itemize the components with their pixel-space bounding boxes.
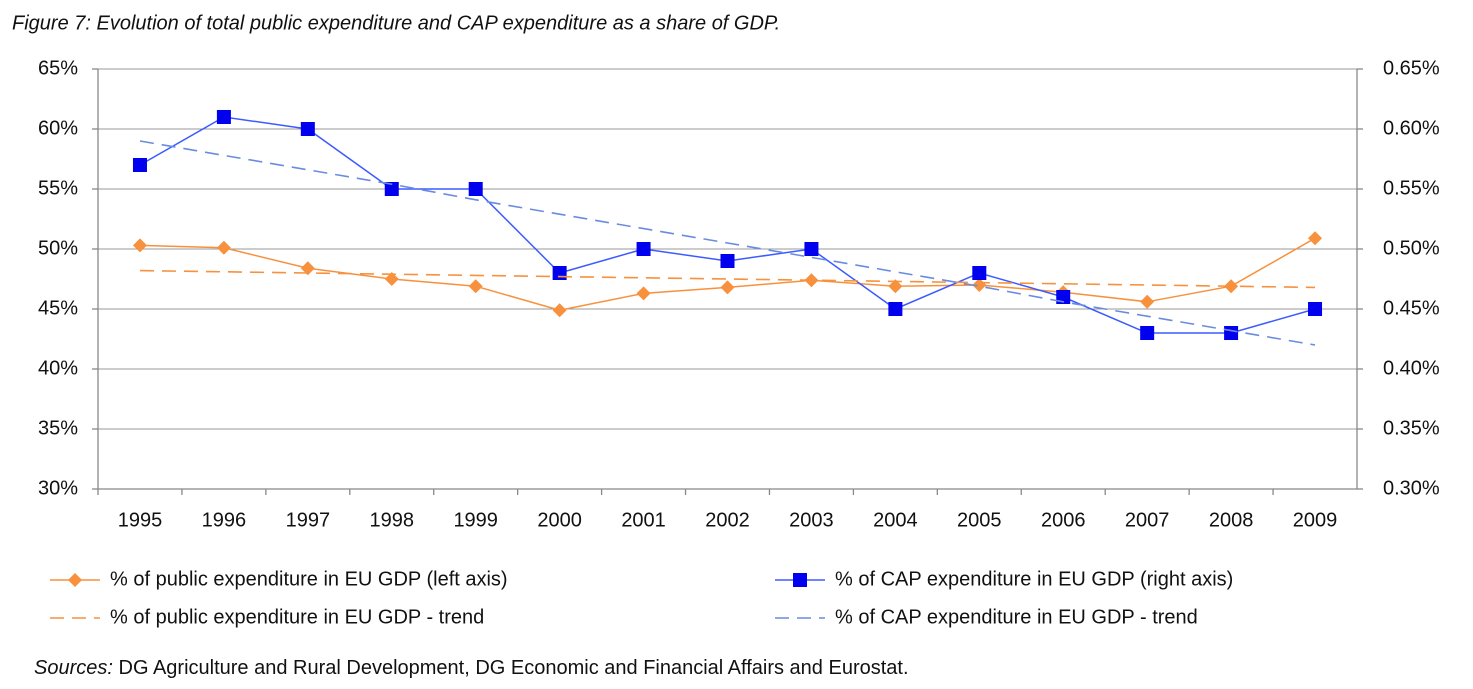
y2-tick-label: 0.30%: [1383, 477, 1440, 499]
y2-tick-label: 0.65%: [1383, 57, 1440, 79]
y2-tick-label: 0.60%: [1383, 117, 1440, 139]
y-tick-label: 45%: [38, 297, 78, 319]
data-point: [468, 182, 483, 196]
data-point: [1308, 231, 1323, 246]
series-line: [139, 140, 1316, 346]
data-point: [720, 254, 735, 268]
data-point: [636, 286, 651, 301]
x-tick-label: 1996: [202, 509, 247, 531]
x-tick-label: 2001: [621, 509, 666, 531]
legend-marker: [68, 573, 82, 587]
x-tick-label: 2007: [1125, 509, 1170, 531]
x-tick-label: 2005: [957, 509, 1002, 531]
y2-tick-label: 0.40%: [1383, 357, 1440, 379]
x-tick-label: 1995: [118, 509, 163, 531]
legend-marker: [793, 573, 807, 587]
y-tick-label: 35%: [38, 417, 78, 439]
y-tick-label: 55%: [38, 177, 78, 199]
data-point: [888, 279, 903, 294]
chart-title: Figure 7: Evolution of total public expe…: [12, 12, 780, 34]
x-tick-label: 1997: [286, 509, 331, 531]
y-tick-label: 60%: [38, 117, 78, 139]
data-point: [552, 303, 567, 318]
data-point: [1140, 294, 1155, 309]
data-point: [300, 122, 315, 136]
y-tick-label: 50%: [38, 237, 78, 259]
data-point: [972, 266, 987, 280]
data-point: [1224, 326, 1239, 340]
y-tick-label: 40%: [38, 357, 78, 379]
x-tick-label: 2008: [1209, 509, 1254, 531]
legend-label: % of CAP expenditure in EU GDP (right ax…: [835, 568, 1233, 590]
x-tick-label: 2003: [789, 509, 834, 531]
data-point: [972, 278, 987, 292]
data-point: [720, 280, 735, 295]
data-point: [216, 240, 231, 255]
data-point: [384, 272, 399, 286]
data-point: [888, 302, 903, 316]
data-point: [384, 182, 399, 196]
x-tick-label: 1999: [453, 509, 498, 531]
series-line: [139, 269, 1316, 289]
data-point: [1140, 326, 1155, 340]
y2-tick-label: 0.55%: [1383, 177, 1440, 199]
data-point: [1308, 302, 1323, 316]
legend-label: % of public expenditure in EU GDP (left …: [110, 568, 508, 590]
legend-label: % of CAP expenditure in EU GDP - trend: [835, 606, 1198, 628]
data-point: [468, 279, 483, 294]
y2-tick-label: 0.50%: [1383, 237, 1440, 259]
x-tick-label: 2006: [1041, 509, 1086, 531]
y2-tick-label: 0.45%: [1383, 297, 1440, 319]
x-tick-label: 2009: [1293, 509, 1338, 531]
data-point: [216, 110, 231, 124]
legend-label: % of public expenditure in EU GDP - tren…: [110, 606, 484, 628]
source-text: DG Agriculture and Rural Development, DG…: [119, 657, 909, 679]
data-point: [132, 238, 147, 253]
source: Sources: DG Agriculture and Rural Develo…: [34, 657, 909, 679]
data-point: [804, 242, 819, 256]
y-tick-label: 65%: [38, 57, 78, 79]
x-tick-label: 1998: [370, 509, 415, 531]
x-tick-label: 2004: [873, 509, 918, 531]
data-point: [552, 266, 567, 280]
data-point: [300, 261, 315, 276]
x-tick-label: 2000: [537, 509, 582, 531]
source-label: Sources:: [34, 657, 113, 679]
y2-tick-label: 0.35%: [1383, 417, 1440, 439]
data-point: [636, 242, 651, 256]
data-point: [132, 158, 147, 172]
y-tick-label: 30%: [38, 477, 78, 499]
x-tick-label: 2002: [705, 509, 750, 531]
